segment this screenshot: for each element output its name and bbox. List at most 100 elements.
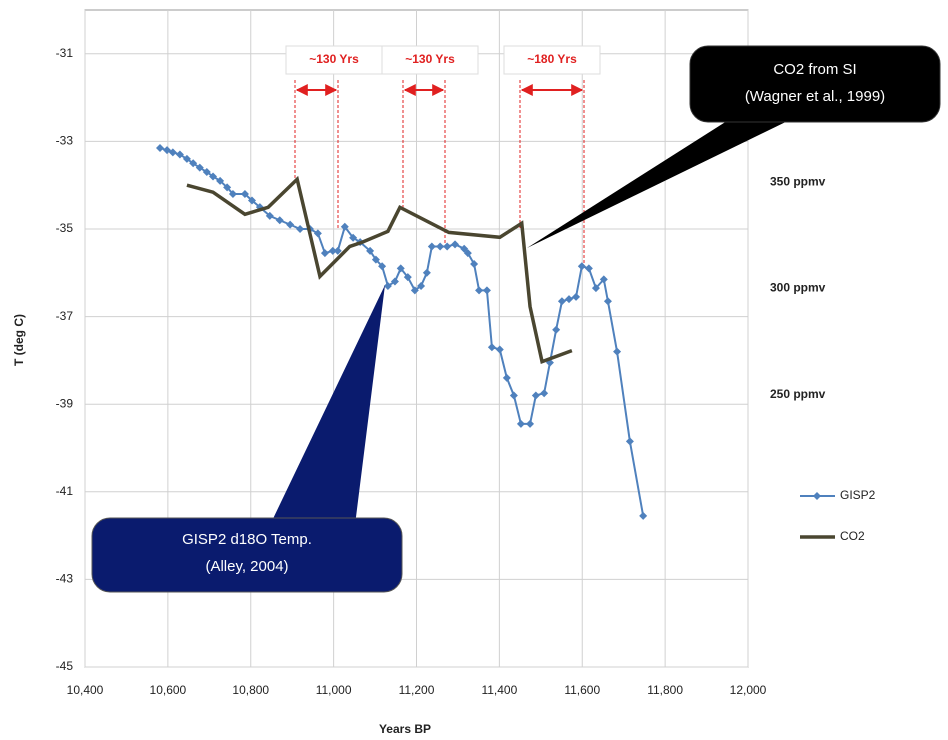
- data-point: [383, 281, 392, 290]
- y-tick-label: -31: [56, 46, 74, 60]
- x-tick-label: 11,600: [564, 683, 600, 697]
- data-point: [427, 242, 436, 251]
- callout-box: [689, 45, 941, 123]
- data-point: [564, 295, 573, 304]
- annotation-label: ~130 Yrs: [405, 52, 455, 66]
- data-point: [265, 211, 274, 220]
- legend-label: GISP2: [840, 488, 876, 502]
- data-point: [349, 233, 358, 242]
- data-point: [195, 163, 204, 172]
- data-point: [557, 297, 566, 306]
- data-point: [577, 262, 586, 271]
- data-point: [487, 343, 496, 352]
- data-point: [216, 176, 225, 185]
- data-point: [502, 373, 511, 382]
- y-tick-label: -43: [56, 572, 74, 586]
- y-axis-title: T (deg C): [12, 314, 26, 366]
- data-point: [313, 229, 322, 238]
- data-point: [639, 511, 648, 520]
- y-tick-label: -33: [56, 134, 74, 148]
- data-point: [410, 286, 419, 295]
- data-point: [436, 242, 445, 251]
- data-point: [390, 277, 399, 286]
- callout-text: (Alley, 2004): [205, 558, 288, 575]
- callout-pointer: [527, 100, 800, 248]
- data-point: [202, 168, 211, 177]
- data-point: [333, 246, 342, 255]
- x-tick-label: 11,200: [399, 683, 435, 697]
- data-point: [320, 249, 329, 258]
- x-axis-title: Years BP: [379, 722, 431, 736]
- data-point: [540, 389, 549, 398]
- data-point: [460, 244, 469, 253]
- y-tick-label: -39: [56, 396, 74, 410]
- data-point: [422, 268, 431, 277]
- annotation-label: ~180 Yrs: [527, 52, 577, 66]
- data-point: [328, 246, 337, 255]
- data-point: [175, 150, 184, 159]
- data-point: [371, 255, 380, 264]
- data-point: [482, 286, 491, 295]
- data-point: [275, 216, 284, 225]
- data-point: [572, 292, 581, 301]
- data-point: [403, 273, 412, 282]
- callout-box: [91, 517, 403, 593]
- data-point: [516, 419, 525, 428]
- y2-tick-label: 250 ppmv: [770, 387, 826, 401]
- x-tick-label: 11,800: [647, 683, 683, 697]
- x-tick-label: 11,400: [481, 683, 517, 697]
- data-point: [475, 286, 484, 295]
- data-point: [509, 391, 518, 400]
- data-point: [417, 281, 426, 290]
- data-point: [526, 419, 535, 428]
- data-point: [396, 264, 405, 273]
- annotation-box: [381, 45, 479, 75]
- data-point: [603, 297, 612, 306]
- data-point: [599, 275, 608, 284]
- data-point: [584, 264, 593, 273]
- callout-text: GISP2 d18O Temp.: [182, 531, 312, 548]
- data-point: [470, 260, 479, 269]
- y-tick-label: -35: [56, 221, 74, 235]
- data-point: [247, 196, 256, 205]
- data-point: [182, 154, 191, 163]
- callout-text: CO2 from SI: [773, 61, 856, 78]
- y-tick-label: -45: [56, 659, 74, 673]
- data-point: [531, 391, 540, 400]
- data-point: [168, 148, 177, 157]
- data-point: [223, 183, 232, 192]
- data-point: [189, 159, 198, 168]
- annotation-box: [503, 45, 601, 75]
- y-tick-label: -37: [56, 309, 74, 323]
- callout-pointer: [270, 285, 385, 525]
- x-tick-label: 12,000: [730, 683, 767, 697]
- x-tick-label: 10,800: [232, 683, 269, 697]
- data-point: [613, 347, 622, 356]
- data-point: [240, 189, 249, 198]
- data-point: [209, 172, 218, 181]
- callout-text: (Wagner et al., 1999): [745, 88, 885, 105]
- data-point: [156, 143, 165, 152]
- data-point: [451, 240, 460, 249]
- data-point: [378, 262, 387, 271]
- data-point: [552, 325, 561, 334]
- x-tick-label: 11,000: [316, 683, 352, 697]
- y2-tick-label: 350 ppmv: [770, 174, 826, 188]
- data-point: [463, 249, 472, 258]
- data-point: [495, 345, 504, 354]
- data-point: [366, 246, 375, 255]
- series-line: [186, 175, 573, 365]
- data-point: [625, 437, 634, 446]
- data-point: [443, 242, 452, 251]
- legend-marker: [813, 492, 821, 500]
- data-point: [340, 222, 349, 231]
- data-point: [591, 284, 600, 293]
- annotation-label: ~130 Yrs: [309, 52, 359, 66]
- data-point: [228, 189, 237, 198]
- y2-tick-label: 300 ppmv: [770, 281, 826, 295]
- data-point: [286, 220, 295, 229]
- x-tick-label: 10,400: [67, 683, 104, 697]
- x-tick-label: 10,600: [150, 683, 187, 697]
- legend-label: CO2: [840, 529, 865, 543]
